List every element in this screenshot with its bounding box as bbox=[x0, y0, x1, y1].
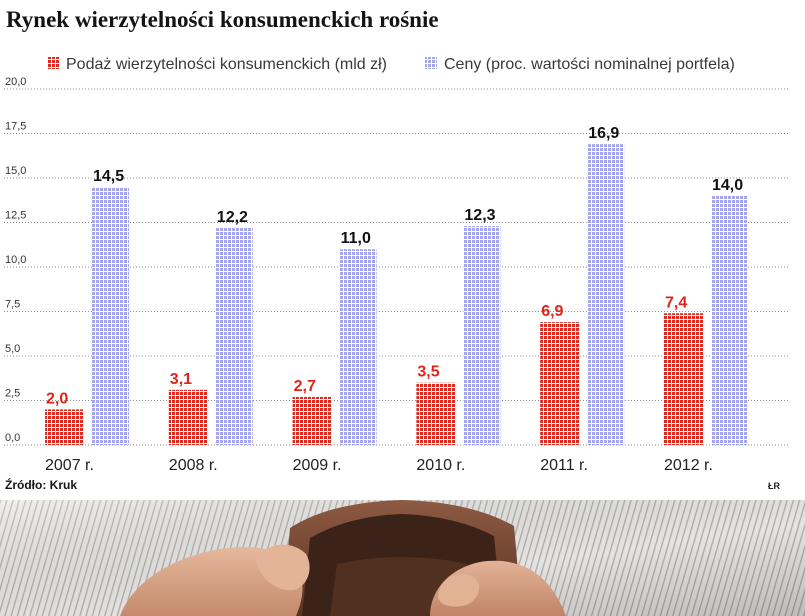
bar-price-2008 bbox=[215, 227, 253, 445]
legend-label-price: Ceny (proc. wartości nominalnej portfela… bbox=[444, 56, 735, 73]
legend: Podaż wierzytelności konsumenckich (mld … bbox=[48, 56, 735, 73]
y-tick-label: 7,5 bbox=[5, 299, 20, 311]
value-label-price-2009: 11,0 bbox=[341, 230, 371, 247]
bar-supply-2007 bbox=[45, 409, 84, 445]
y-tick-label: 0,0 bbox=[5, 432, 20, 444]
category-label-2009: 2009 r. bbox=[293, 457, 342, 474]
value-label-price-2011: 16,9 bbox=[588, 125, 619, 142]
bars bbox=[45, 144, 748, 445]
bar-supply-2008 bbox=[168, 389, 208, 445]
labels: 2,0 14,5 2007 r. 3,1 12,2 2008 r. 2,7 11,0 2009 … bbox=[45, 125, 743, 474]
value-label-price-2007: 14,5 bbox=[93, 168, 124, 185]
bar-supply-2010 bbox=[416, 382, 456, 445]
value-label-price-2010: 12,3 bbox=[464, 207, 495, 224]
value-label-supply-2008: 3,1 bbox=[170, 371, 192, 388]
grid: 0,0 2,5 5,0 7,5 10,0 12,5 15,0 17,5 20,0 bbox=[4, 76, 788, 446]
y-tick-label: 20,0 bbox=[5, 76, 26, 88]
value-label-price-2012: 14,0 bbox=[712, 177, 743, 194]
bar-price-2012 bbox=[711, 195, 748, 445]
category-label-2008: 2008 r. bbox=[169, 457, 218, 474]
y-tick-label: 10,0 bbox=[5, 254, 26, 266]
value-label-supply-2011: 6,9 bbox=[541, 303, 563, 320]
chart-title: Rynek wierzytelności konsumenckich rośni… bbox=[6, 7, 439, 32]
y-tick-label: 5,0 bbox=[5, 343, 20, 355]
category-label-2007: 2007 r. bbox=[45, 457, 94, 474]
y-tick-label: 12,5 bbox=[5, 210, 26, 222]
bar-price-2010 bbox=[463, 226, 501, 445]
value-label-supply-2009: 2,7 bbox=[294, 378, 316, 395]
bar-price-2011 bbox=[587, 144, 625, 445]
y-tick-label: 15,0 bbox=[5, 165, 26, 177]
bar-supply-2009 bbox=[292, 396, 332, 445]
category-label-2012: 2012 r. bbox=[664, 457, 713, 474]
bar-supply-2012 bbox=[664, 313, 703, 445]
legend-swatch-supply bbox=[48, 57, 60, 69]
source-note: Źródło: Kruk bbox=[5, 477, 77, 492]
bar-price-2007 bbox=[92, 186, 129, 445]
legend-label-supply: Podaż wierzytelności konsumenckich (mld … bbox=[66, 56, 387, 73]
left-thumb bbox=[256, 544, 310, 591]
legend-swatch-price bbox=[425, 57, 437, 69]
value-label-supply-2012: 7,4 bbox=[665, 294, 687, 311]
value-label-supply-2007: 2,0 bbox=[46, 390, 68, 407]
category-label-2010: 2010 r. bbox=[416, 457, 465, 474]
bar-supply-2011 bbox=[540, 322, 580, 445]
wallet-photo bbox=[0, 500, 805, 616]
category-label-2011: 2011 r. bbox=[540, 457, 588, 474]
right-fingertips bbox=[438, 574, 480, 607]
bar-price-2009 bbox=[339, 249, 377, 445]
author-credit: ŁR bbox=[768, 481, 780, 491]
value-label-supply-2010: 3,5 bbox=[417, 364, 439, 381]
left-hand bbox=[120, 546, 303, 616]
y-tick-label: 17,5 bbox=[5, 121, 26, 133]
y-tick-label: 2,5 bbox=[5, 388, 20, 400]
value-label-price-2008: 12,2 bbox=[217, 209, 248, 226]
bar-chart: Rynek wierzytelności konsumenckich rośni… bbox=[4, 7, 788, 492]
